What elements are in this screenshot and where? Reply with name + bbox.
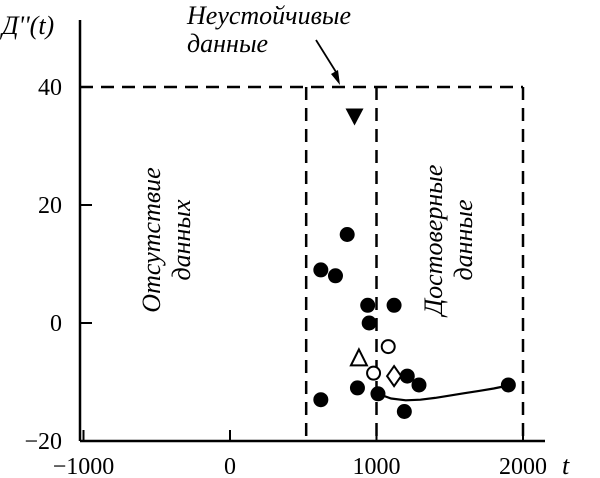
y-tick-label: 40	[38, 75, 62, 101]
y-tick-label: −20	[24, 429, 62, 455]
x-tick-label: −1000	[53, 454, 115, 478]
region-label-no-data-line1: Отсутствие	[137, 167, 166, 312]
point-filled-circle	[349, 380, 365, 396]
annotation-unstable-line2: данные	[187, 29, 268, 58]
point-filled-circle	[327, 268, 343, 284]
x-axis-title: t	[562, 451, 570, 478]
point-filled-circle	[500, 377, 516, 393]
x-tick-label: 0	[224, 454, 236, 478]
annotation-arrow-head	[331, 70, 340, 85]
point-open-diamond	[385, 364, 403, 388]
annotation-unstable-line1: Неустойчивые	[186, 1, 351, 30]
y-tick-label: 0	[50, 311, 62, 337]
point-filled-circle	[360, 297, 376, 313]
point-filled-circle	[370, 386, 386, 402]
y-ticks: −20 0 20 40	[24, 75, 92, 455]
region-boundaries	[80, 85, 525, 441]
data-points	[313, 108, 516, 419]
point-filled-triangle-down	[345, 108, 364, 126]
region-label-no-data: Отсутствие данных	[137, 167, 196, 312]
annotation-arrow-shaft	[315, 39, 337, 73]
region-label-reliable-line2: данные	[449, 199, 478, 280]
x-ticks: −1000 0 1000 2000	[53, 430, 547, 478]
point-filled-circle	[313, 392, 329, 408]
x-tick-label: 2000	[499, 454, 547, 478]
point-filled-circle	[339, 227, 355, 242]
point-filled-circle	[399, 368, 415, 384]
y-axis-title: Д''(t)	[0, 11, 54, 40]
region-label-reliable-line1: Достоверные	[419, 165, 448, 319]
region-label-reliable: Достоверные данные	[419, 165, 478, 319]
trend-curve	[377, 384, 509, 402]
point-filled-circle	[361, 315, 377, 331]
point-open-triangle-up	[349, 347, 369, 367]
point-filled-circle	[313, 262, 329, 278]
y-tick-label: 20	[38, 193, 62, 219]
point-open-circle	[366, 365, 382, 381]
point-filled-circle	[386, 297, 402, 313]
x-tick-label: 1000	[353, 454, 401, 478]
point-filled-circle	[396, 404, 412, 419]
annotation-unstable: Неустойчивые данные	[186, 1, 351, 85]
point-open-circle	[380, 339, 396, 355]
point-filled-circle	[411, 377, 427, 393]
region-label-no-data-line2: данных	[167, 199, 196, 281]
